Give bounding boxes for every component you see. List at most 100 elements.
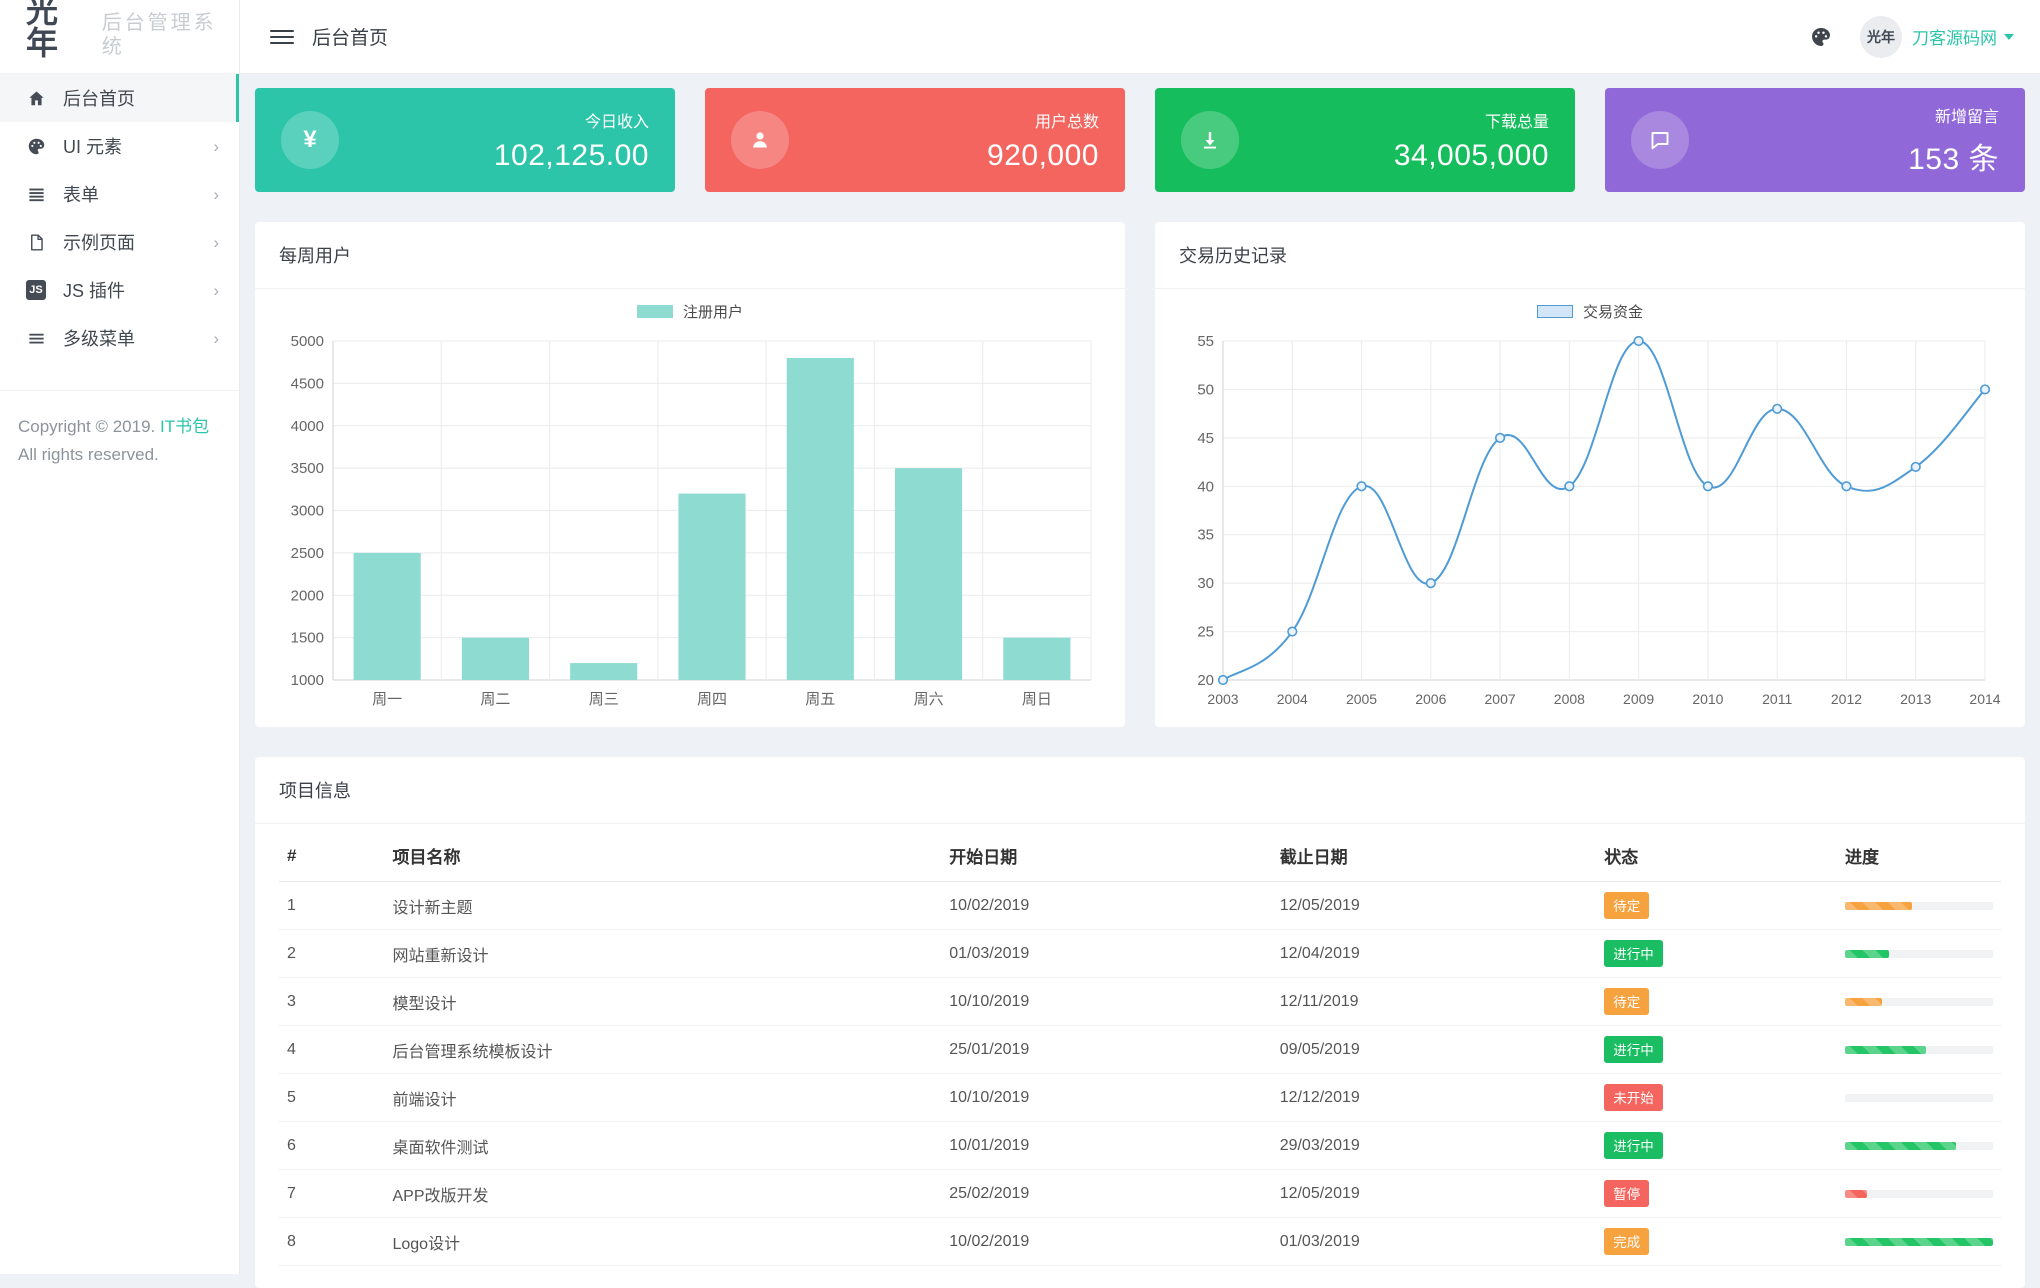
row-index: 5 (279, 1073, 385, 1122)
form-icon (24, 183, 48, 205)
js-icon: JS (24, 279, 48, 301)
app-logo: 光年 后台管理系统 (0, 0, 239, 74)
svg-text:2007: 2007 (1485, 691, 1516, 707)
start-date: 10/01/2019 (941, 1121, 1272, 1170)
sidebar-item-js-plugins[interactable]: JS JS 插件 › (0, 266, 239, 314)
theme-palette-button[interactable] (1810, 26, 1832, 48)
progress-cell (1837, 929, 2001, 978)
svg-text:2006: 2006 (1415, 691, 1446, 707)
transaction-history-line-chart: 20 25 30 35 40 45 50 55 2003 2004 2005 2006 2007 2008… (1197, 333, 2000, 707)
legend-label: 交易资金 (1582, 303, 1643, 321)
svg-text:4000: 4000 (291, 418, 324, 435)
chevron-right-icon: › (213, 136, 219, 156)
table-row: 6 桌面软件测试 10/01/2019 29/03/2019 进行中 (279, 1121, 2001, 1170)
column-header-0: # (279, 828, 385, 882)
svg-text:20: 20 (1197, 672, 1214, 689)
copyright-text: Copyright © 2019. (18, 417, 156, 436)
svg-text:1000: 1000 (291, 672, 324, 689)
copyright-brand-link[interactable]: IT书包 (160, 417, 210, 436)
stat-card-label: 今日收入 (584, 113, 649, 131)
svg-text:2005: 2005 (1346, 691, 1377, 707)
sidebar-item-ui-elements[interactable]: UI 元素 › (0, 122, 239, 170)
transaction-history-panel: 交易历史记录 交易资金 20 25 30 35 40 45 50 55 2003 2004 2005… (1155, 222, 2025, 727)
row-index: 4 (279, 1025, 385, 1074)
status-badge: 待定 (1604, 892, 1650, 919)
sidebar-item-home[interactable]: 后台首页 (0, 74, 239, 122)
svg-text:周五: 周五 (805, 691, 835, 708)
svg-text:1500: 1500 (291, 630, 324, 647)
project-name: APP改版开发 (384, 1169, 942, 1218)
svg-text:2003: 2003 (1207, 691, 1238, 707)
start-date: 10/10/2019 (941, 977, 1272, 1026)
svg-text:2009: 2009 (1623, 691, 1654, 707)
chevron-right-icon: › (213, 280, 219, 300)
stat-card-messages: 新增留言 153 条 (1605, 88, 2025, 192)
panel-title: 交易历史记录 (1155, 222, 2025, 289)
end-date: 09/05/2019 (1271, 1025, 1597, 1074)
svg-text:周二: 周二 (480, 691, 510, 708)
user-dropdown[interactable]: 刀客源码网 (1912, 24, 2014, 49)
row-index: 6 (279, 1121, 385, 1170)
svg-text:3000: 3000 (291, 503, 324, 520)
progress-cell (1837, 1073, 2001, 1122)
stat-card-value: 920,000 (987, 138, 1099, 172)
progress-fill (1845, 949, 1890, 958)
svg-text:周一: 周一 (372, 691, 402, 708)
sidebar-item-multi-menu[interactable]: 多级菜单 › (0, 314, 239, 362)
legend-swatch (636, 304, 673, 318)
table-row: 3 模型设计 10/10/2019 12/11/2019 待定 (279, 977, 2001, 1026)
progress-cell (1837, 881, 2001, 930)
sidebar-item-pages[interactable]: 示例页面 › (0, 218, 239, 266)
project-name: 桌面软件测试 (384, 1121, 942, 1170)
row-index: 1 (279, 881, 385, 930)
svg-text:2010: 2010 (1692, 691, 1723, 707)
download-icon (1181, 111, 1239, 169)
progress-cell (1837, 1217, 2001, 1266)
end-date: 12/11/2019 (1271, 977, 1597, 1026)
progress-bar (1845, 1237, 1993, 1246)
status-cell: 完成 (1596, 1217, 1837, 1266)
progress-bar (1845, 997, 1993, 1006)
status-badge: 进行中 (1604, 1036, 1663, 1063)
weekly-users-bar-chart: 1000 1500 2000 2500 3000 3500 4000 4500 5000 周一 周二… (291, 333, 1092, 708)
sidebar-item-label: UI 元素 (63, 137, 123, 157)
status-badge: 未开始 (1604, 1084, 1663, 1111)
svg-text:2012: 2012 (1831, 691, 1862, 707)
svg-text:2500: 2500 (291, 545, 324, 562)
svg-text:3500: 3500 (291, 460, 324, 477)
project-name: 前端设计 (384, 1073, 942, 1122)
avatar[interactable]: 光年 (1860, 15, 1902, 58)
legend-label: 注册用户 (682, 303, 743, 321)
svg-text:5000: 5000 (291, 333, 324, 350)
stat-card-value: 102,125.00 (493, 138, 649, 172)
stat-card-label: 新增留言 (1934, 108, 1999, 126)
progress-bar (1845, 1141, 1993, 1150)
main-content: ¥ 今日收入 102,125.00 用户总数 920,000 下载总量 34,005,000… (240, 74, 2040, 1288)
username-label: 刀客源码网 (1912, 29, 1997, 48)
column-header-5: 进度 (1837, 828, 2001, 882)
copyright-text-suffix: All rights reserved. (18, 445, 159, 465)
chevron-right-icon: › (213, 328, 219, 348)
bar-chart-legend[interactable]: 注册用户 (275, 293, 1105, 329)
hamburger-menu-button[interactable] (270, 29, 294, 44)
start-date: 25/01/2019 (941, 1025, 1272, 1074)
table-row: 1 设计新主题 10/02/2019 12/05/2019 待定 (279, 881, 2001, 930)
table-row: 2 网站重新设计 01/03/2019 12/04/2019 进行中 (279, 929, 2001, 978)
svg-text:55: 55 (1197, 333, 1214, 350)
table-row: 5 前端设计 10/10/2019 12/12/2019 未开始 (279, 1073, 2001, 1122)
table-row: 8 Logo设计 10/02/2019 01/03/2019 完成 (279, 1217, 2001, 1266)
svg-text:30: 30 (1197, 575, 1214, 592)
column-header-1: 项目名称 (384, 828, 942, 882)
line-chart-legend[interactable]: 交易资金 (1175, 293, 2005, 329)
sidebar-item-label: 多级菜单 (63, 329, 135, 349)
project-name: 设计新主题 (384, 881, 942, 930)
sidebar-item-forms[interactable]: 表单 › (0, 170, 239, 218)
svg-text:2008: 2008 (1554, 691, 1585, 707)
start-date: 10/02/2019 (941, 1217, 1272, 1266)
status-badge: 进行中 (1604, 940, 1663, 967)
stat-card-value: 34,005,000 (1393, 138, 1549, 172)
stat-card-users: 用户总数 920,000 (705, 88, 1125, 192)
panel-title: 每周用户 (255, 222, 1125, 289)
column-header-3: 截止日期 (1271, 828, 1597, 882)
svg-text:2011: 2011 (1762, 691, 1792, 707)
